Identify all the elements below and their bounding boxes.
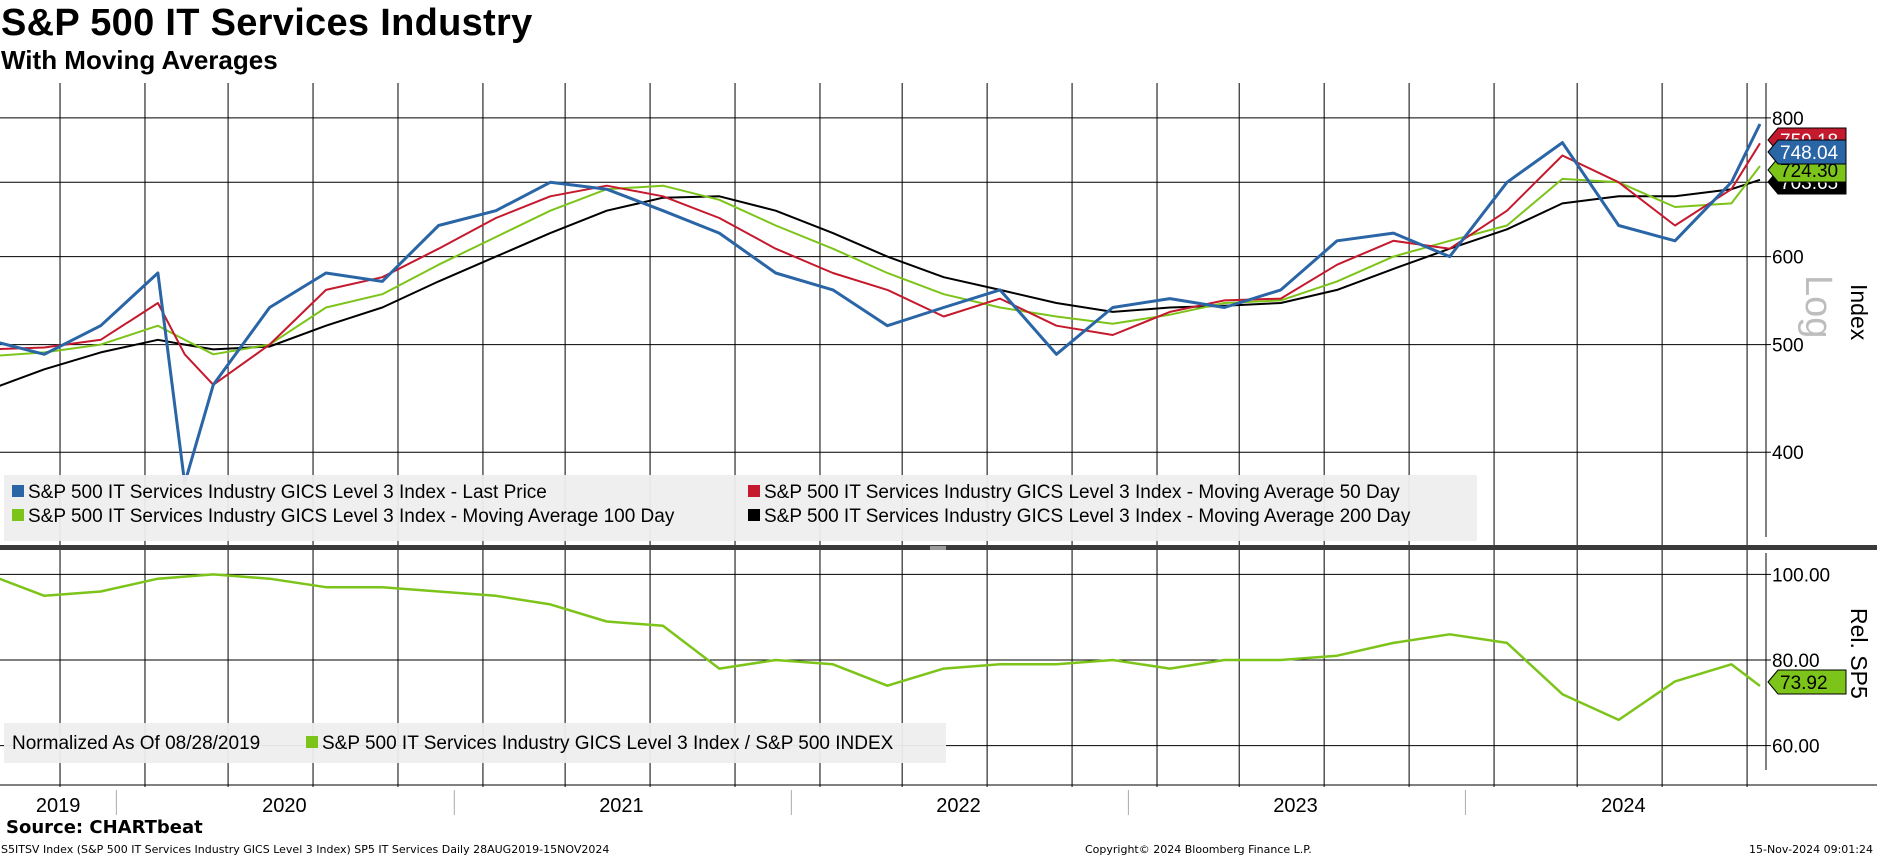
chart-subtitle: With Moving Averages [1,45,278,75]
source-label: Source: CHARTbeat [6,817,203,838]
y-tick-label-bottom: 100.00 [1772,565,1830,586]
y-axis-label-top: Index [1846,284,1872,341]
vertical-gridlines [59,83,1748,787]
series-ma100-line [0,165,1761,357]
timestamp: 15-Nov-2024 09:01:24 [1748,843,1873,856]
series-last-price-line [0,123,1762,485]
legend-label: S&P 500 IT Services Industry GICS Level … [322,733,894,754]
horizontal-gridlines-top: 400500600700800 [0,109,1804,464]
y-tick-label-top: 500 [1772,336,1804,357]
legend-top: S&P 500 IT Services Industry GICS Level … [4,475,1477,541]
y-tick-label-top: 600 [1772,248,1804,269]
x-tick-label: 2021 [599,795,644,817]
value-tag-relative: 73.92 [1767,669,1847,695]
value-tag-label: 724.30 [1780,161,1838,182]
legend-label: S&P 500 IT Services Industry GICS Level … [764,506,1411,527]
legend-top-bg [4,475,1477,541]
chart-title: S&P 500 IT Services Industry [1,2,533,44]
value-tag-label: 748.04 [1780,143,1839,164]
log-scale-label: Log [1797,275,1839,338]
x-tick-label: 2022 [936,795,981,817]
value-tag-label: 73.92 [1780,673,1828,694]
series-ma200-line [0,178,1761,387]
legend-label: S&P 500 IT Services Industry GICS Level … [28,506,675,527]
panel-resize-handle [930,546,946,550]
y-axis-label-bottom: Rel. SP5 [1846,608,1872,699]
legend-label: S&P 500 IT Services Industry GICS Level … [764,482,1400,503]
series-ma50-line [0,142,1761,386]
copyright: Copyright© 2024 Bloomberg Finance L.P. [1085,843,1312,856]
normalized-note: Normalized As Of 08/28/2019 [12,733,260,754]
ticker-info: S5ITSV Index (S&P 500 IT Services Indust… [1,843,610,856]
legend-bottom: Normalized As Of 08/28/2019 S&P 500 IT Se… [4,723,946,763]
x-tick-label: 2020 [262,795,307,817]
value-tag-bg [1767,669,1847,695]
legend-swatch [306,736,318,748]
y-tick-label-bottom: 80.00 [1772,651,1820,672]
y-tick-label-top: 400 [1772,443,1804,464]
x-tick-label: 2019 [36,795,81,817]
x-axis: 2019 2020 2021 2022 2023 2024 [0,784,1877,817]
y-tick-label-top: 800 [1772,109,1804,130]
legend-bottom-bg [4,723,946,763]
x-tick-label: 2023 [1273,795,1318,817]
value-tag-bg [1767,139,1847,165]
legend-swatch [12,485,24,497]
value-tag-last-price: 748.04 [1767,139,1847,165]
legend-swatch [748,509,760,521]
x-tick-label: 2024 [1601,795,1646,817]
legend-label: S&P 500 IT Services Industry GICS Level … [28,482,547,503]
legend-swatch [12,509,24,521]
legend-swatch [748,485,760,497]
y-tick-label-bottom: 60.00 [1772,737,1820,758]
series-relative-line [0,573,1761,722]
